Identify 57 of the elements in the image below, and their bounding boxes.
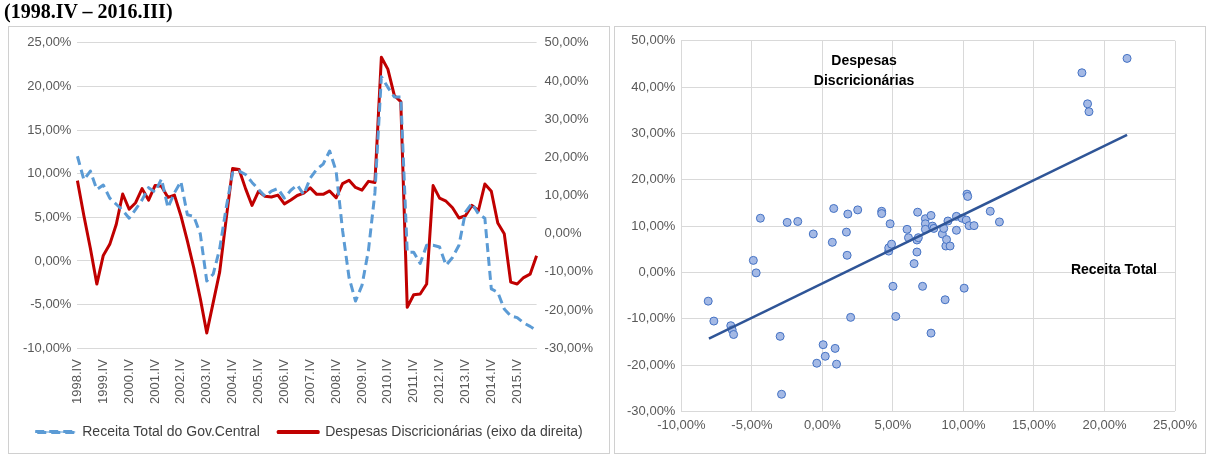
x-tick-label: 2009.IV (353, 358, 369, 405)
x-tick-label: 2000.IV (120, 358, 136, 405)
y2-tick-label: 10,00% (544, 187, 590, 203)
y-tick-label: 0,00% (34, 252, 72, 268)
x-tick-label: -10,00% (657, 416, 707, 432)
x-tick-label: 2003.IV (198, 358, 214, 405)
y2-tick-label: -30,00% (544, 339, 594, 355)
x-tick-label: 2012.IV (431, 358, 447, 405)
legend-label: Receita Total do Gov.Central (82, 422, 260, 439)
x-tick-label: 2013.IV (457, 358, 473, 405)
y2-tick-label: -10,00% (544, 263, 594, 279)
x-tick-label: 1999.IV (94, 358, 110, 405)
y-tick-label: -10,00% (627, 310, 676, 326)
y-tick-label: 40,00% (631, 78, 676, 94)
y-tick-label: -5,00% (30, 296, 72, 312)
x-tick-label: 2008.IV (327, 358, 343, 405)
x-tick-label: 2015.IV (508, 358, 524, 405)
x-tick-label: 2011.IV (405, 358, 421, 404)
y-tick-label: 10,00% (631, 217, 676, 233)
y-tick-label: -30,00% (627, 402, 676, 418)
y2-tick-label: 30,00% (544, 110, 590, 126)
y2-tick-label: 0,00% (544, 225, 582, 241)
x-tick-label: 2005.IV (250, 358, 266, 405)
x-tick-label: 2004.IV (224, 358, 240, 405)
y-tick-label: 50,00% (631, 32, 676, 48)
x-tick-label: 1998.IV (69, 358, 84, 405)
y-tick-label: 5,00% (34, 208, 72, 224)
y-tick-label: -20,00% (627, 356, 676, 372)
y2-tick-label: 50,00% (544, 34, 590, 50)
y-tick-label: 30,00% (631, 125, 676, 141)
legend-label: Despesas Discricionárias (eixo da direita) (325, 422, 583, 439)
y-tick-label: 10,00% (27, 165, 72, 181)
y-tick-label: 25,00% (27, 34, 72, 50)
y2-tick-label: 40,00% (544, 72, 590, 88)
x-tick-label: 25,00% (1152, 416, 1198, 432)
y-tick-label: -10,00% (23, 339, 72, 355)
x-tick-label: -5,00% (731, 416, 773, 432)
y-tick-label: 0,00% (638, 264, 676, 279)
x-tick-label: 2001.IV (146, 358, 162, 405)
x-tick-label: 15,00% (1011, 416, 1057, 432)
x-tick-label: 10,00% (941, 416, 986, 432)
y-tick-label: 20,00% (27, 78, 72, 93)
x-tick-label: 5,00% (874, 416, 912, 432)
x-tick-label: 0,00% (804, 416, 842, 432)
chart-title: (1998.IV – 2016.III) (4, 0, 173, 24)
y-tick-label: 15,00% (27, 121, 72, 137)
x-tick-label: 2010.IV (379, 358, 395, 405)
x-tick-label: 20,00% (1082, 416, 1127, 432)
y2-tick-label: -20,00% (544, 301, 594, 317)
y2-tick-label: 20,00% (544, 148, 590, 164)
x-tick-label: 2007.IV (301, 358, 317, 405)
x-tick-label: 2002.IV (172, 358, 188, 405)
y-axis-title: Despesas Discricionárias (813, 51, 915, 88)
x-axis-title: Receita Total (1070, 261, 1157, 278)
y-tick-label: 20,00% (631, 171, 676, 187)
x-tick-label: 2006.IV (275, 358, 291, 405)
x-tick-label: 2014.IV (482, 358, 498, 405)
